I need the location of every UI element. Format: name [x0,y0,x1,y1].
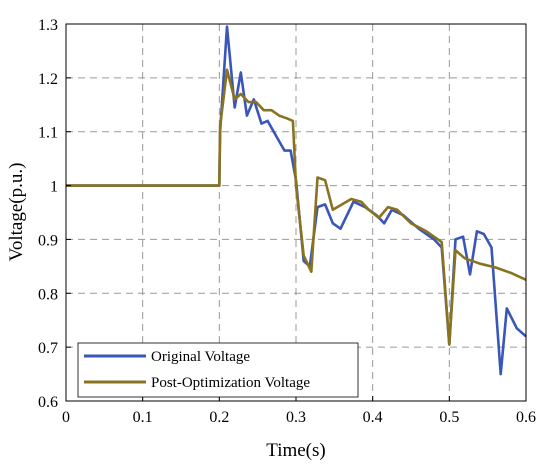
y-tick-label: 1 [50,179,58,196]
x-tick-label: 0.4 [363,409,383,426]
y-tick-label: 0.6 [38,394,58,411]
y-tick-label: 0.8 [38,286,58,303]
series-layer [66,25,527,376]
legend-box [77,342,359,398]
y-tick-label: 1.2 [38,71,58,88]
legend: Original Voltage Post-Optimization Volta… [77,342,359,398]
legend-label-original: Original Voltage [151,349,250,365]
axis-ticks: 0 0.1 0.2 0.3 0.4 0.5 0.6 0.6 0.7 0.8 0.9 1 1.1 1.2 1.… [38,17,536,426]
y-tick-label: 1.1 [38,125,58,142]
x-tick-label: 0.6 [516,409,536,426]
series-line-post-optimization-voltage [66,68,527,346]
y-tick-label: 0.9 [38,232,58,249]
x-tick-label: 0.5 [439,409,459,426]
y-tick-label: 1.3 [38,17,58,34]
y-tick-label: 0.7 [38,340,58,357]
series-line-original-voltage [66,25,527,376]
x-tick-label: 0 [62,409,70,426]
legend-label-post-optimization: Post-Optimization Voltage [151,375,310,391]
x-tick-label: 0.3 [286,409,306,426]
x-axis-title: Time(s) [266,440,325,461]
x-tick-label: 0.2 [209,409,229,426]
x-tick-label: 0.1 [133,409,153,426]
y-axis-title: Voltage(p.u.) [6,163,27,262]
